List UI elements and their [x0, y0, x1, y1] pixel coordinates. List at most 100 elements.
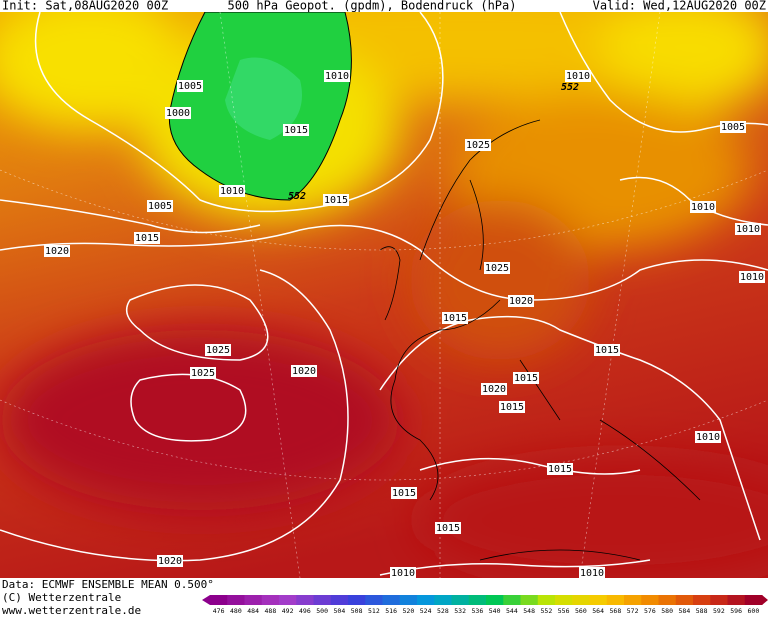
colorbar-swatch [658, 595, 677, 605]
colorbar-label: 524 [420, 607, 432, 615]
map-title: 500 hPa Geopot. (gpdm), Bodendruck (hPa) [228, 0, 517, 13]
isobar-label: 1015 [284, 125, 308, 136]
isobar-label: 1010 [391, 568, 415, 579]
colorbar-swatch [227, 595, 245, 605]
isobar-label: 1010 [325, 71, 349, 82]
isobar-label: 1015 [595, 345, 619, 356]
colorbar-swatch [710, 595, 728, 605]
colorbar-swatch [744, 595, 763, 605]
isobar-label-box [465, 139, 491, 151]
isobar-label-box [484, 262, 510, 274]
isobar-label-box [513, 372, 539, 384]
isobar-label: 1015 [500, 402, 524, 413]
isobar-label-box [283, 124, 309, 136]
isobar-label: 552 [561, 82, 579, 93]
colorbar-swatch [520, 595, 539, 605]
colorbar-label: 476 [213, 607, 225, 615]
isobar-label: 1020 [158, 556, 182, 567]
isobar-label: 1015 [135, 233, 159, 244]
isobar-label: 1005 [148, 201, 172, 212]
colorbar-label: 528 [437, 607, 449, 615]
colorbar-swatch [434, 595, 452, 605]
isobar-label: 1025 [206, 345, 230, 356]
isobar-label-box [205, 344, 231, 356]
colorbar-swatch [399, 595, 418, 605]
colorbar-label: 496 [299, 607, 311, 615]
isobar-label: 1010 [696, 432, 720, 443]
isobar-label: 1025 [191, 368, 215, 379]
colorbar-label: 544 [506, 607, 518, 615]
colorbar-swatch [503, 595, 521, 605]
isobar-label-box [291, 365, 317, 377]
isobar-label-box [739, 271, 765, 283]
colorbar-swatch [693, 595, 711, 605]
isobar-label: 1025 [466, 140, 490, 151]
colorbar-swatch [675, 595, 694, 605]
isobar-label: 1005 [178, 81, 202, 92]
url: www.wetterzentrale.de [2, 604, 141, 617]
colorbar-label: 492 [282, 607, 294, 615]
isobar-label-box [690, 201, 716, 213]
isobar-label: 1020 [482, 384, 506, 395]
isobar-label-box [720, 121, 746, 133]
colorbar-swatch [261, 595, 280, 605]
isobar-label-box [547, 463, 573, 475]
colorbar-label: 560 [575, 607, 587, 615]
colorbar-label: 572 [627, 607, 639, 615]
isobar-label: 1010 [736, 224, 760, 235]
isobar-label: 1015 [392, 488, 416, 499]
colorbar-swatch [451, 595, 470, 605]
colorbar-swatch [641, 595, 659, 605]
colorbar-swatch [468, 595, 487, 605]
isobar-label-box [323, 194, 349, 206]
colorbar-swatch [210, 595, 228, 605]
isobar-label-box [735, 223, 761, 235]
colorbar-swatch [244, 595, 263, 605]
colorbar-swatch [330, 595, 349, 605]
init-label: Init: Sat,08AUG2020 00Z [2, 0, 168, 13]
isobar-label-box [481, 383, 507, 395]
isobar-label-box [157, 555, 183, 567]
isobar-label: 1020 [509, 296, 533, 307]
colorbar-label: 500 [316, 607, 328, 615]
colorbar-arrow-right [762, 595, 768, 605]
colorbar-label: 520 [403, 607, 415, 615]
isobar-label-box [499, 401, 525, 413]
isobar-label-box [324, 70, 350, 82]
colorbar-label: 576 [644, 607, 656, 615]
isobar-label: 1025 [485, 263, 509, 274]
colorbar-label: 488 [265, 607, 277, 615]
colorbar-label: 504 [334, 607, 346, 615]
colorbar-swatch [486, 595, 504, 605]
isobar-label: 1015 [548, 464, 572, 475]
colorbar-label: 512 [368, 607, 380, 615]
colorbar-swatch [606, 595, 625, 605]
isobar-label: 1020 [292, 366, 316, 377]
isobar-label-box [44, 245, 70, 257]
isobar-label-box [219, 185, 245, 197]
colorbar-swatch [279, 595, 297, 605]
isobar-label: 1015 [443, 313, 467, 324]
isobar-label-box [579, 567, 605, 578]
isobar-label-box [165, 107, 191, 119]
colorbar-label: 552 [541, 607, 553, 615]
valid-label: Valid: Wed,12AUG2020 00Z [593, 0, 766, 13]
isobar-label: 1010 [566, 71, 590, 82]
isobar-label: 1010 [740, 272, 764, 283]
isobar-label: 1015 [324, 195, 348, 206]
colorbar-label: 484 [247, 607, 259, 615]
colorbar: 476 480 484 488 492 496 500 504 508 512 516 520 524 5… [202, 595, 768, 615]
colorbar-label: 588 [696, 607, 708, 615]
isobar-label-box [177, 80, 203, 92]
colorbar-swatch [348, 595, 366, 605]
colorbar-label: 508 [351, 607, 363, 615]
isobar-label: 1020 [45, 246, 69, 257]
isobar-label-box [695, 431, 721, 443]
colorbar-swatch [382, 595, 401, 605]
colorbar-label: 584 [679, 607, 691, 615]
colorbar-swatch [313, 595, 332, 605]
data-source: Data: ECMWF ENSEMBLE MEAN 0.500° [2, 578, 214, 591]
colorbar-label: 540 [489, 607, 501, 615]
